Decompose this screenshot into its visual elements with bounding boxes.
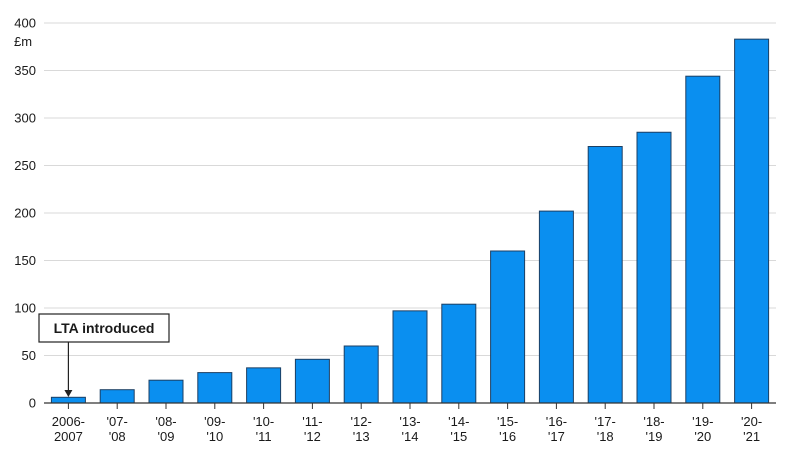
bar <box>246 367 282 404</box>
x-tick-label: '15-'16 <box>497 414 518 444</box>
y-tick-label: 300 <box>14 111 36 126</box>
bar <box>636 131 672 404</box>
x-tick-label: '12-'13 <box>351 414 372 444</box>
y-tick-label: 400 <box>14 16 36 31</box>
x-tick-label: '17-'18 <box>595 414 616 444</box>
y-tick-label: 150 <box>14 253 36 268</box>
y-tick-label: 200 <box>14 206 36 221</box>
x-tick-label: '14-'15 <box>448 414 469 444</box>
bar <box>343 345 379 404</box>
x-tick-label: '16-'17 <box>546 414 567 444</box>
x-tick-label: '07-'08 <box>107 414 128 444</box>
y-tick-label: 350 <box>14 63 36 78</box>
annotation-text: LTA introduced <box>54 320 155 336</box>
bar <box>50 396 86 404</box>
y-tick-label: 50 <box>22 348 36 363</box>
gridlines <box>44 22 776 356</box>
bar <box>538 210 574 404</box>
y-tick-label: 100 <box>14 301 36 316</box>
x-tick-label: '19-'20 <box>692 414 713 444</box>
bar <box>148 379 184 404</box>
bar <box>99 389 135 404</box>
x-tick-label: 2006-2007 <box>52 414 85 444</box>
bars <box>50 38 770 404</box>
bar <box>441 303 477 404</box>
bar <box>392 310 428 404</box>
bar <box>490 250 526 404</box>
bar <box>587 146 623 404</box>
bar <box>734 38 770 404</box>
x-tick-label: '13-'14 <box>399 414 420 444</box>
bar <box>197 372 233 404</box>
y-tick-label: 0 <box>29 396 36 411</box>
x-tick-label: '11-'12 <box>302 414 322 444</box>
y-axis-ticks: 0 50 100 150 200 250 300 350 400 <box>14 16 36 411</box>
x-tick-label: '09-'10 <box>204 414 225 444</box>
x-tick-label: '10-'11 <box>253 414 274 444</box>
x-axis-ticks: 2006-2007 '07-'08 '08-'09 '09-'10 '10-'11 '11… <box>52 403 762 444</box>
x-tick-label: '18-'19 <box>643 414 664 444</box>
annotation-arrowhead <box>64 390 73 397</box>
y-axis-unit-label: £m <box>14 34 32 49</box>
annotation: LTA introduced <box>38 313 170 397</box>
y-tick-label: 250 <box>14 158 36 173</box>
x-tick-label: '08-'09 <box>155 414 176 444</box>
bar <box>685 75 721 404</box>
bar <box>294 358 330 404</box>
annotation-box <box>38 313 170 343</box>
x-tick-label: '20-'21 <box>741 414 762 444</box>
